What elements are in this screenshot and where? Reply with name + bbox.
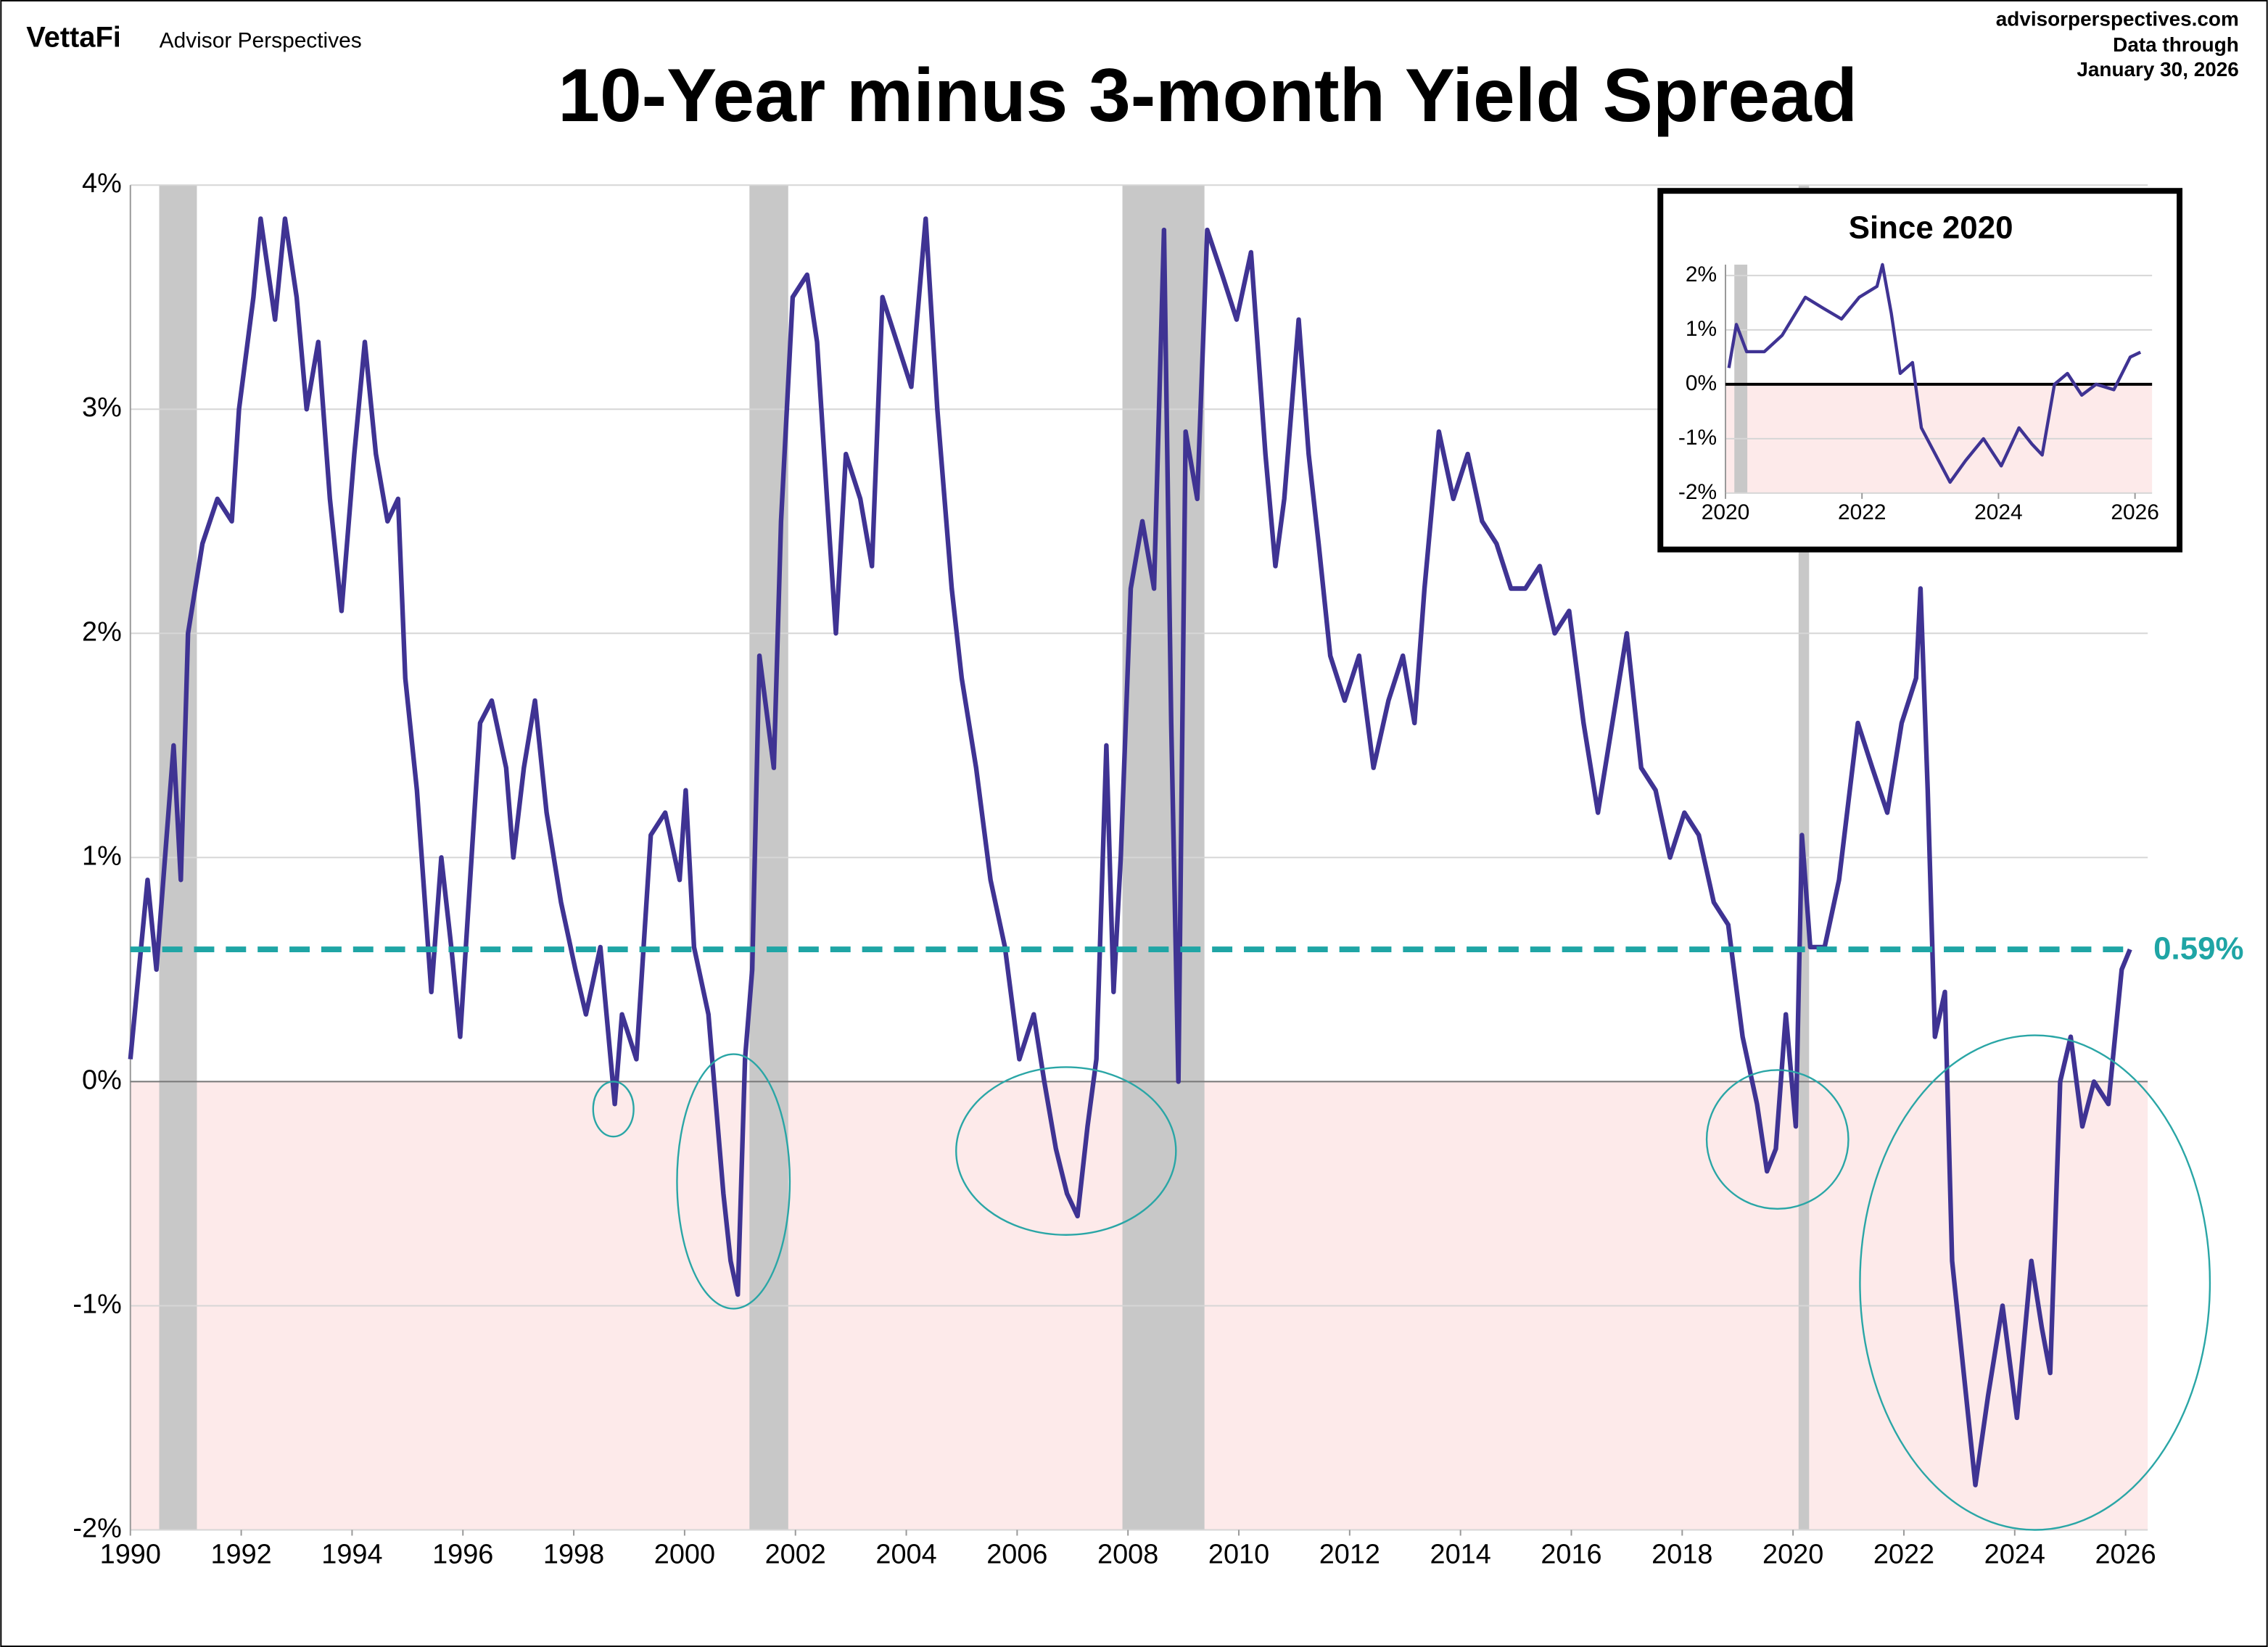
note: January 30, 2026 [2077, 58, 2238, 81]
x-tick-label: 2002 [765, 1539, 826, 1569]
x-tick-label: 2010 [1208, 1539, 1269, 1569]
x-tick-label: 2026 [2111, 500, 2159, 524]
y-tick-label: -2% [1678, 480, 1717, 504]
x-tick-label: 2024 [1974, 500, 2023, 524]
x-tick-label: 2014 [1430, 1539, 1491, 1569]
x-tick-label: 1996 [432, 1539, 493, 1569]
y-tick-label: -1% [73, 1289, 121, 1319]
x-tick-label: 2006 [986, 1539, 1047, 1569]
y-tick-label: 3% [82, 392, 122, 423]
y-tick-label: 4% [82, 168, 122, 199]
x-tick-label: 2020 [1762, 1539, 1823, 1569]
x-tick-label: 1992 [210, 1539, 271, 1569]
y-tick-label: 1% [1686, 317, 1717, 341]
x-tick-label: 2020 [1702, 500, 1750, 524]
x-tick-label: 1998 [543, 1539, 604, 1569]
y-tick-label: 1% [82, 841, 122, 871]
x-tick-label: 2022 [1838, 500, 1886, 524]
highlight-ellipse [1705, 1069, 1850, 1210]
x-tick-label: 1994 [321, 1539, 382, 1569]
reference-label: 0.59% [2153, 931, 2243, 967]
y-tick-label: 0% [1686, 371, 1717, 395]
series-line [128, 216, 2132, 1487]
x-tick-label: 2008 [1097, 1539, 1158, 1569]
highlight-ellipse [1859, 1034, 2211, 1531]
highlight-ellipse [592, 1081, 635, 1138]
x-tick-label: 2022 [1873, 1539, 1934, 1569]
x-tick-label: 2026 [2095, 1539, 2156, 1569]
chart-title: Since 2020 [1849, 210, 2013, 246]
source: advisorperspectives.com [1996, 7, 2239, 30]
y-tick-label: 2% [1686, 263, 1717, 286]
series-line [1727, 263, 2142, 484]
y-tick-label: -2% [73, 1513, 121, 1543]
chart-title: 10-Year minus 3-month Yield Spread [558, 53, 1857, 137]
recession-band [1734, 264, 1748, 493]
x-tick-label: 2024 [1984, 1539, 2045, 1569]
x-tick-label: 2000 [654, 1539, 715, 1569]
logo: VettaFi [26, 21, 121, 53]
x-tick-label: 1990 [100, 1539, 161, 1569]
highlight-ellipse [955, 1066, 1177, 1236]
y-tick-label: 0% [82, 1065, 122, 1095]
note: Data through [2113, 33, 2239, 56]
y-tick-label: 2% [82, 616, 122, 647]
x-tick-label: 2012 [1319, 1539, 1380, 1569]
x-tick-label: 2016 [1541, 1539, 1601, 1569]
brand: Advisor Perspectives [160, 29, 362, 53]
y-tick-label: -1% [1678, 426, 1717, 450]
x-tick-label: 2018 [1651, 1539, 1712, 1569]
x-tick-label: 2004 [875, 1539, 936, 1569]
highlight-ellipse [676, 1053, 791, 1310]
